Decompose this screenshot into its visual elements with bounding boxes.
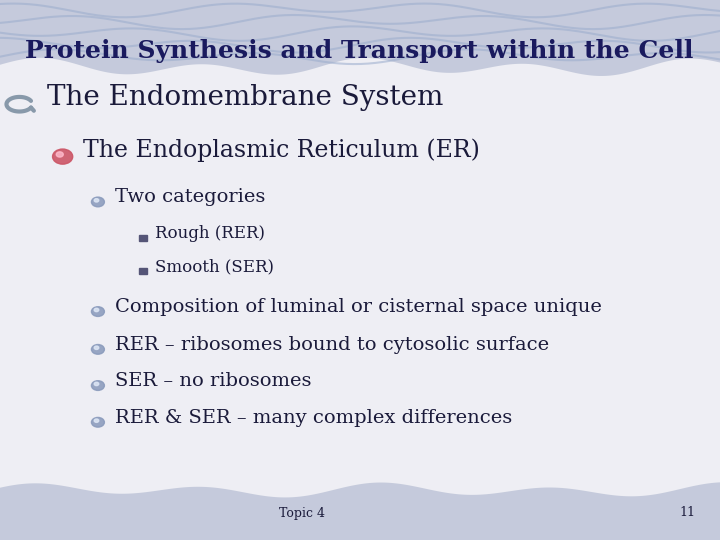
Text: Smooth (SER): Smooth (SER) [155,259,274,275]
Text: The Endomembrane System: The Endomembrane System [47,84,444,111]
Text: SER – no ribosomes: SER – no ribosomes [115,372,312,390]
Circle shape [91,197,104,207]
Text: Rough (RER): Rough (RER) [155,226,265,242]
Circle shape [91,417,104,427]
Circle shape [91,381,104,390]
Text: The Endoplasmic Reticulum (ER): The Endoplasmic Reticulum (ER) [83,138,480,162]
Circle shape [53,149,73,164]
Text: RER – ribosomes bound to cytosolic surface: RER – ribosomes bound to cytosolic surfa… [115,336,549,354]
Circle shape [94,419,99,422]
Text: Topic 4: Topic 4 [279,507,325,519]
Text: Composition of luminal or cisternal space unique: Composition of luminal or cisternal spac… [115,298,602,316]
Circle shape [56,152,63,157]
Text: RER & SER – many complex differences: RER & SER – many complex differences [115,409,513,427]
Text: 11: 11 [680,507,696,519]
Bar [139,235,147,241]
Circle shape [94,199,99,202]
Circle shape [94,308,99,312]
Polygon shape [0,482,720,540]
Circle shape [91,307,104,316]
Bar [139,268,147,274]
Text: Two categories: Two categories [115,188,266,206]
Text: Protein Synthesis and Transport within the Cell: Protein Synthesis and Transport within t… [25,39,693,63]
Polygon shape [0,0,720,76]
Circle shape [94,346,99,349]
Circle shape [91,345,104,354]
Circle shape [94,382,99,386]
